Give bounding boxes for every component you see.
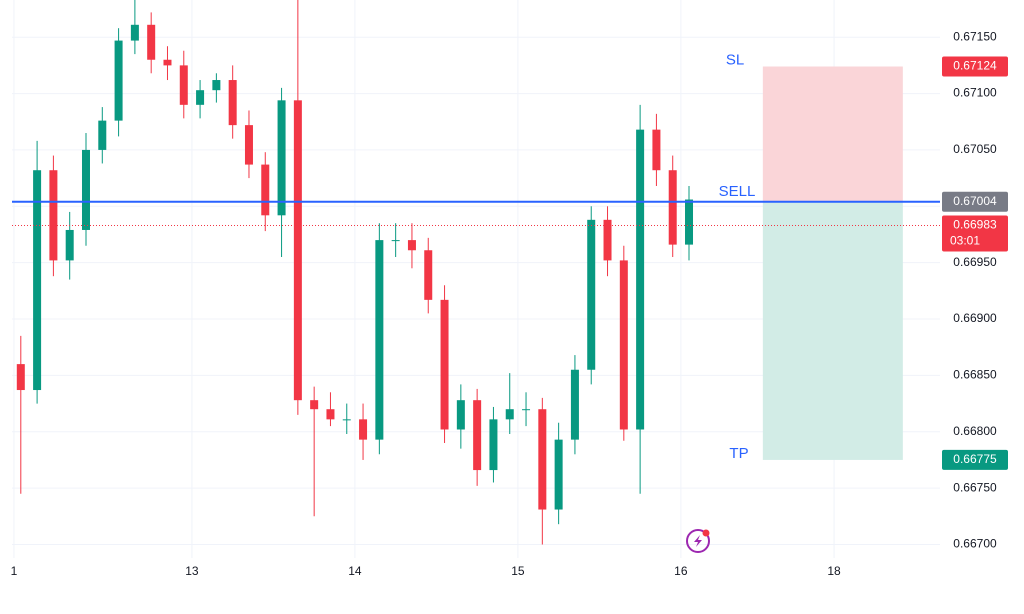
candle-body [98, 120, 107, 150]
stop-label: SL [726, 51, 744, 68]
candle-body [33, 170, 42, 391]
price-tag-label: 0.66983 [953, 218, 997, 232]
candle-body [16, 364, 25, 391]
candle-body [424, 250, 433, 300]
candle-body [522, 409, 531, 411]
candle-body [587, 219, 596, 370]
x-tick-label: 15 [511, 564, 525, 578]
candle-body [685, 199, 694, 245]
candle-body [554, 439, 563, 510]
x-tick-label: 13 [185, 564, 199, 578]
candle-body [603, 219, 612, 261]
price-tag-label: 0.66775 [953, 452, 997, 466]
candle-body [81, 149, 90, 230]
price-tag [942, 215, 1008, 252]
alert-icon[interactable] [686, 529, 710, 553]
price-tag [942, 56, 1008, 77]
candle-body [619, 260, 628, 430]
candle-body [293, 100, 302, 401]
price-tag [942, 449, 1008, 470]
candle-body [212, 80, 221, 91]
candle-body [277, 100, 286, 216]
candle-body [342, 419, 351, 421]
candle-body [228, 80, 237, 126]
overlay: SL SELL TP 0.67124 0.67004 0.66775 0.66983 03:0… [12, 51, 1008, 470]
candle-body [261, 164, 270, 216]
y-tick-label: 0.66850 [953, 368, 997, 382]
y-tick-label: 0.67150 [953, 29, 997, 43]
candle-body [310, 400, 319, 410]
candle-body [489, 419, 498, 471]
candle-body [505, 409, 514, 420]
candle-body [570, 369, 579, 440]
x-tick-label: 18 [827, 564, 841, 578]
y-tick-label: 0.66750 [953, 480, 997, 494]
risk-zone [762, 66, 903, 202]
candle-body [147, 24, 156, 60]
y-tick-label: 0.66950 [953, 255, 997, 269]
target-label: TP [729, 445, 748, 462]
candle-body [65, 229, 74, 261]
candle-body [326, 409, 335, 420]
candle-body [114, 40, 123, 121]
candle-body [130, 24, 139, 41]
y-tick-label: 0.67050 [953, 142, 997, 156]
y-tick-label: 0.67100 [953, 86, 997, 100]
x-tick-label: 16 [674, 564, 688, 578]
x-tick-label: 14 [348, 564, 362, 578]
candle-body [49, 170, 58, 261]
reward-zone [762, 201, 903, 460]
candle-body [538, 409, 547, 510]
candle-body [636, 129, 645, 430]
price-tag [942, 191, 1008, 212]
candle-body [244, 125, 253, 165]
candle-body [391, 240, 400, 242]
y-tick-label: 0.66800 [953, 424, 997, 438]
candle-body [179, 65, 188, 105]
y-tick-label: 0.66700 [953, 537, 997, 551]
plot [16, 0, 903, 545]
candle-body [163, 59, 172, 66]
candle-body [440, 299, 449, 430]
candle-body [407, 240, 416, 251]
candle-body [375, 240, 384, 440]
candle-body [456, 400, 465, 430]
candle-body [196, 90, 205, 105]
candle-body [652, 129, 661, 171]
countdown: 03:01 [950, 234, 980, 248]
candle-body [473, 400, 482, 471]
candle-body [359, 419, 368, 440]
entry-label: SELL [719, 183, 756, 200]
price-tag-label: 0.67004 [953, 194, 997, 208]
y-tick-label: 0.66900 [953, 311, 997, 325]
x-tick-label: 1 [11, 564, 18, 578]
price-tag-label: 0.67124 [953, 59, 997, 73]
candle-body [668, 170, 677, 245]
